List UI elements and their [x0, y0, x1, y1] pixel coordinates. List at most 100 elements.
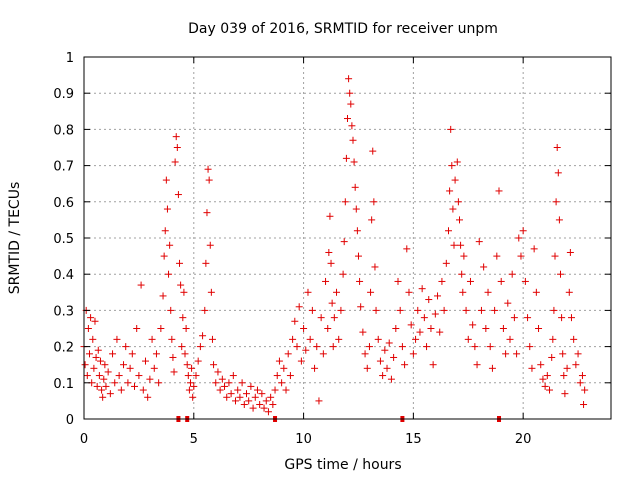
data-point [405, 288, 413, 296]
data-point [508, 270, 516, 278]
y-tick-label: 1 [66, 51, 74, 66]
data-point [368, 216, 376, 224]
data-point [218, 375, 226, 383]
data-point [234, 386, 242, 394]
data-point [327, 259, 335, 267]
data-point [497, 277, 505, 285]
data-point [325, 248, 333, 256]
data-point [302, 346, 310, 354]
data-point [182, 325, 190, 332]
data-point [242, 390, 250, 398]
data-point [81, 361, 89, 369]
data-point [251, 393, 259, 401]
y-tick-label: 0.6 [53, 196, 74, 211]
data-point [161, 227, 169, 235]
data-point [199, 332, 207, 340]
data-point [93, 382, 101, 390]
data-point [206, 241, 214, 249]
data-point [565, 288, 573, 296]
data-point [352, 205, 360, 213]
data-point [398, 343, 406, 351]
data-point [194, 357, 202, 365]
x-axis-ticks: 0 5 10 15 20 [80, 57, 532, 447]
data-point [563, 364, 571, 372]
data-point [484, 288, 492, 296]
data-point [567, 314, 575, 322]
data-point [100, 375, 108, 383]
data-point [348, 122, 356, 130]
data-point [447, 125, 455, 133]
data-point [176, 259, 184, 267]
data-point [532, 288, 540, 296]
data-point [269, 401, 277, 409]
data-point [425, 296, 433, 304]
data-point [495, 187, 503, 195]
y-tick-label: 0 [66, 413, 74, 428]
data-point [401, 361, 409, 369]
data-point [359, 328, 367, 336]
data-point [264, 408, 272, 416]
data-point [162, 176, 170, 184]
data-point [185, 386, 193, 394]
data-point [449, 205, 457, 213]
data-point [236, 393, 244, 401]
data-point [319, 350, 327, 358]
data-point [104, 368, 112, 376]
data-point [188, 364, 196, 372]
data-point [524, 314, 532, 322]
data-point [83, 372, 91, 380]
data-point [98, 386, 106, 394]
data-point [183, 361, 191, 369]
data-point [345, 75, 353, 83]
data-point [477, 306, 485, 314]
data-point [553, 144, 561, 151]
data-point [216, 386, 224, 394]
data-point [473, 361, 481, 369]
data-point [207, 288, 215, 296]
data-point [203, 209, 211, 217]
y-axis-ticks: 0 0.1 0.2 0.3 0.4 0.5 0.6 0.7 0.8 0.9 1 [53, 51, 611, 428]
data-point [370, 198, 378, 206]
data-point [171, 158, 179, 166]
data-point [548, 353, 556, 361]
data-point [201, 306, 209, 314]
data-point [559, 350, 567, 358]
data-point [513, 350, 521, 358]
data-point [466, 277, 474, 285]
data-point [431, 310, 439, 318]
data-point [460, 252, 468, 260]
data-point [502, 350, 510, 358]
data-point [167, 306, 175, 314]
data-point [552, 198, 560, 206]
x-tick-label: 20 [515, 432, 532, 447]
data-point [196, 343, 204, 351]
data-point [347, 100, 355, 108]
data-point [278, 379, 286, 387]
data-point [574, 350, 582, 358]
data-point [189, 393, 197, 401]
data-point [267, 393, 275, 401]
y-tick-label: 0.8 [53, 123, 74, 138]
data-point [350, 158, 358, 166]
data-point [499, 325, 507, 332]
data-point [190, 382, 198, 390]
data-point [560, 372, 568, 380]
data-point [174, 191, 182, 199]
y-tick-label: 0.5 [53, 232, 74, 247]
data-point [91, 317, 99, 325]
data-point [170, 368, 178, 376]
data-point [455, 216, 463, 224]
data-point [221, 382, 229, 390]
data-point [412, 335, 420, 343]
data-point [551, 252, 559, 260]
data-point [160, 252, 168, 260]
data-point [363, 364, 371, 372]
data-point [275, 357, 283, 365]
data-point [515, 234, 523, 242]
x-tick-label: 5 [190, 432, 198, 447]
data-point [517, 252, 525, 260]
y-tick-label: 0.1 [53, 377, 74, 392]
data-point [99, 393, 107, 401]
data-point [240, 401, 248, 409]
y-tick-label: 0.7 [53, 160, 74, 175]
